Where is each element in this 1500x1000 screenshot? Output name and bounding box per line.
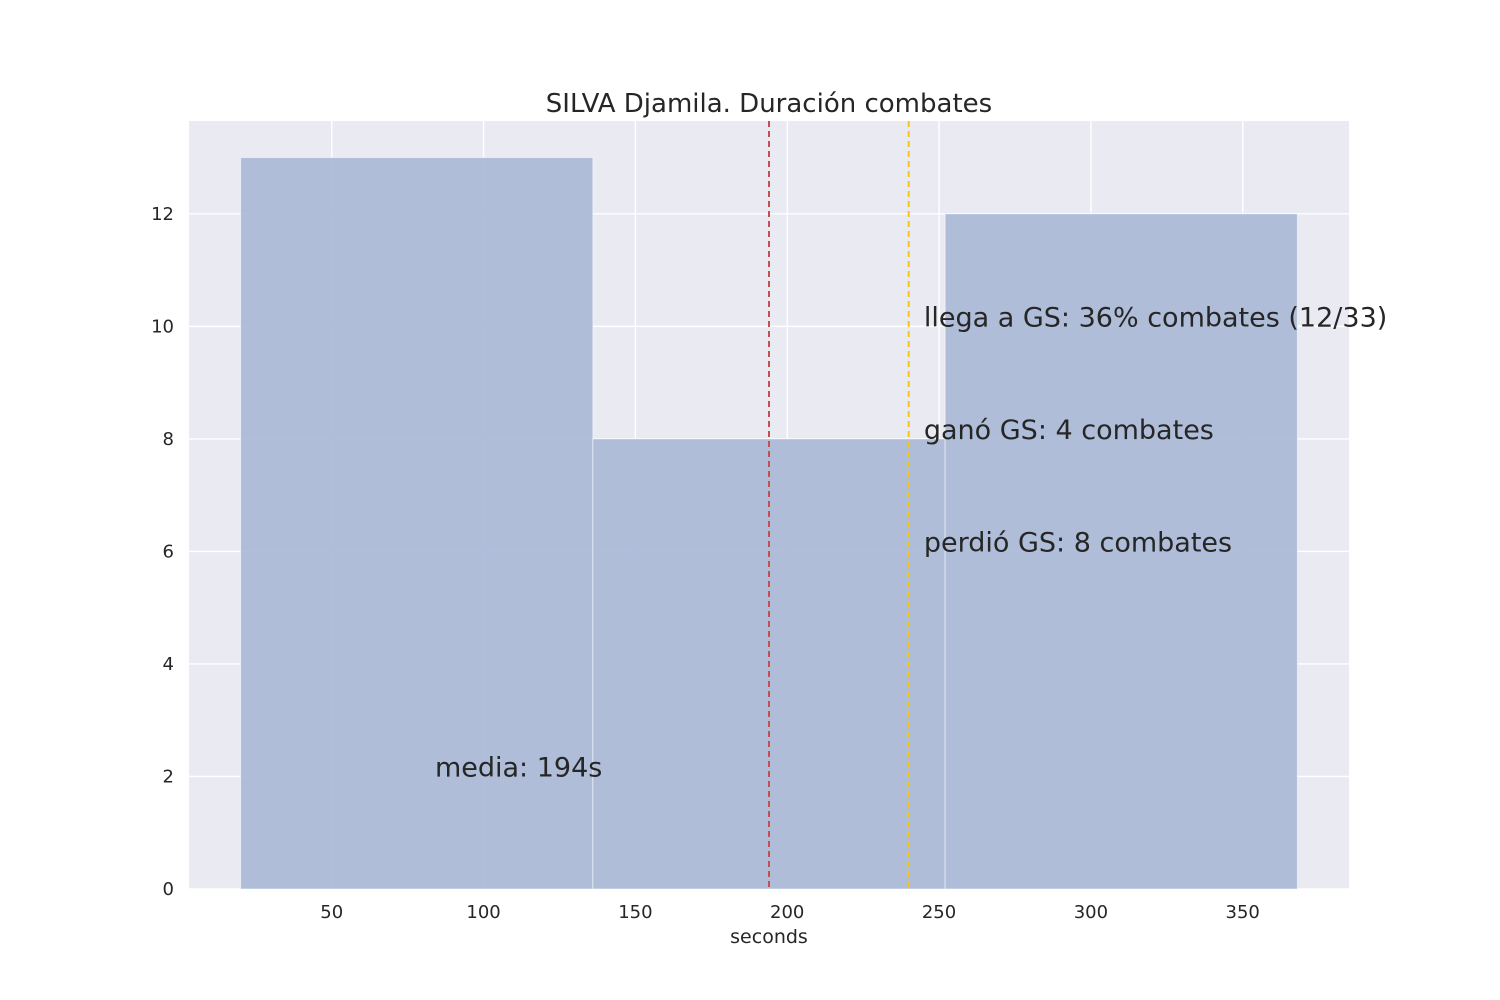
y-tick-label: 0 [163,879,174,900]
gs-reached-label: llega a GS: 36% combates (12/33) [924,302,1387,333]
y-tick-label: 10 [151,316,174,337]
histogram-bar-3 [944,213,1298,890]
y-tick-label: 12 [151,204,174,225]
y-tick-label: 6 [163,541,174,562]
gs-lost-label: perdió GS: 8 combates [924,527,1232,558]
y-tick-label: 4 [163,654,174,675]
chart-title: SILVA Djamila. Duración combates [546,89,992,119]
x-tick-label: 100 [466,902,500,923]
y-tick-label: 2 [163,766,174,787]
x-tick-label: 200 [770,902,804,923]
x-tick-label: 50 [320,902,343,923]
gs-won-label: ganó GS: 4 combates [924,415,1214,446]
annotations: media: 194s llega a GS: 36% combates (12/… [435,302,1387,783]
y-axis-ticks: 0 2 4 6 8 10 12 [151,204,174,900]
x-tick-label: 150 [618,902,652,923]
x-tick-label: 350 [1226,902,1260,923]
y-tick-label: 8 [163,429,174,450]
mean-label: media: 194s [435,752,602,783]
x-tick-label: 250 [922,902,956,923]
histogram-bar-1 [240,157,594,890]
x-axis-label: seconds [730,926,808,948]
reference-lines [768,121,910,889]
x-axis-ticks: 50 100 150 200 250 300 350 [320,902,1260,923]
x-tick-label: 300 [1074,902,1108,923]
